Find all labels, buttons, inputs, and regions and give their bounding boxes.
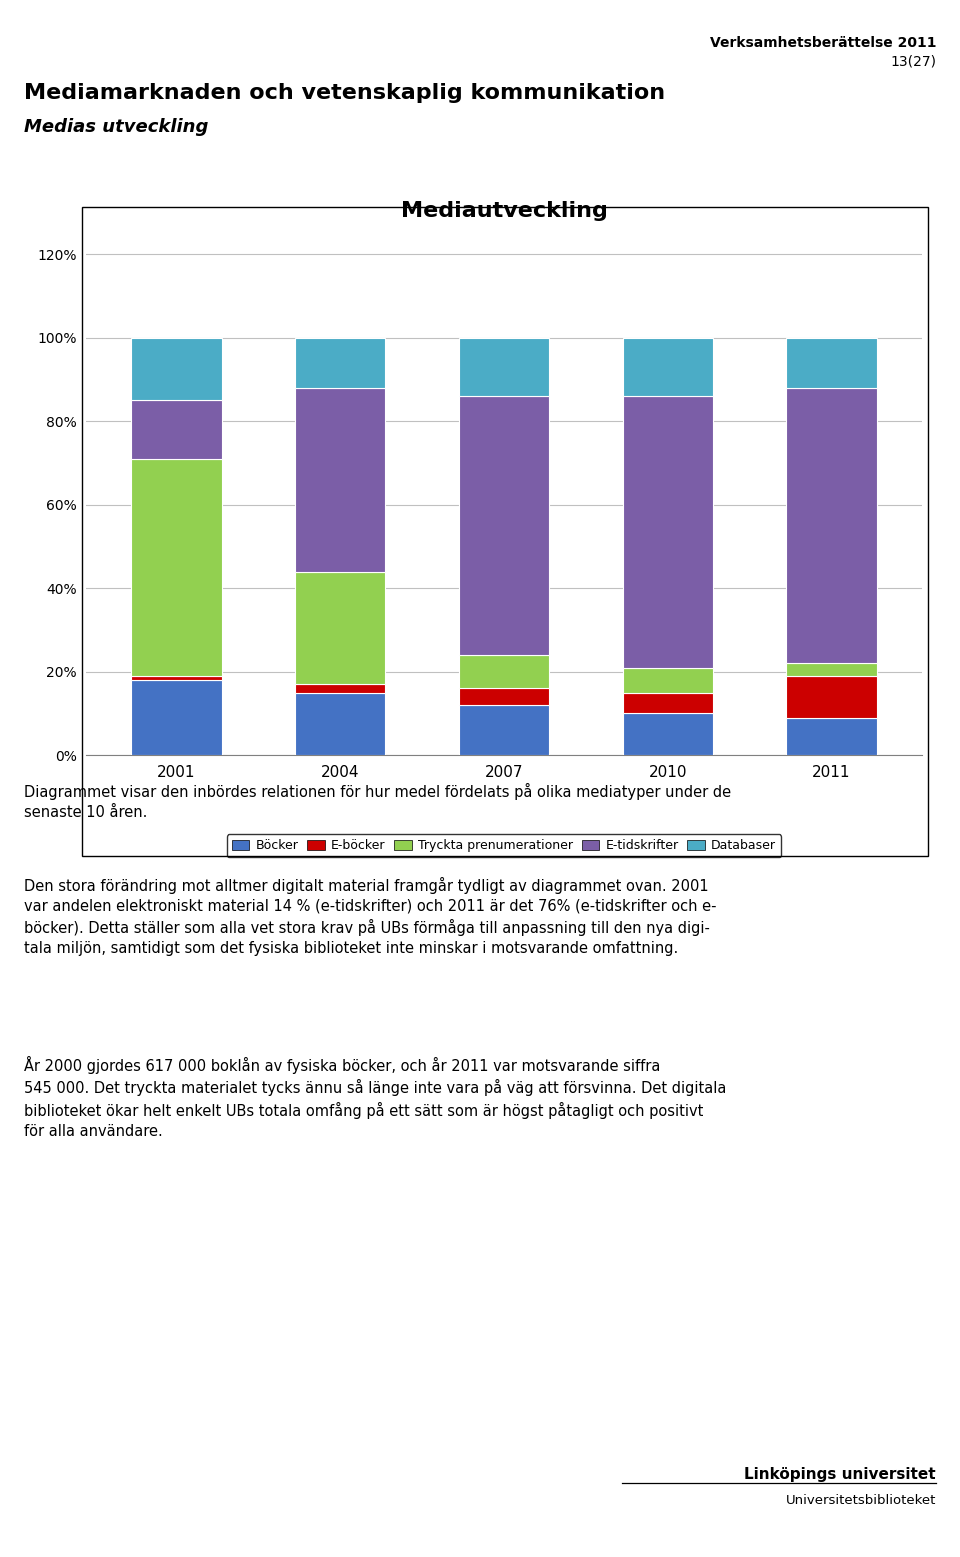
Bar (623, 693, 712, 713)
Bar (623, 397, 712, 668)
Bar (623, 338, 712, 397)
Legend: Böcker, E-böcker, Tryckta prenumerationer, E-tidskrifter, Databaser: Böcker, E-böcker, Tryckta prenumeratione… (227, 835, 781, 858)
Text: Mediamarknaden och vetenskaplig kommunikation: Mediamarknaden och vetenskaplig kommunik… (24, 83, 665, 103)
Text: Medias utveckling: Medias utveckling (24, 118, 208, 137)
Bar (296, 693, 385, 755)
Bar (786, 663, 876, 676)
Bar (132, 680, 222, 755)
Bar (132, 459, 222, 676)
Bar (459, 655, 549, 688)
Bar (623, 668, 712, 693)
Bar (132, 400, 222, 459)
Bar (459, 705, 549, 755)
Text: Diagrammet visar den inbördes relationen för hur medel fördelats på olika mediat: Diagrammet visar den inbördes relationen… (24, 783, 732, 821)
Bar (623, 713, 712, 755)
Bar (459, 338, 549, 397)
Bar (132, 338, 222, 400)
Bar (296, 571, 385, 684)
Bar (296, 338, 385, 388)
Text: Verksamhetsberättelse 2011: Verksamhetsberättelse 2011 (709, 36, 936, 50)
Bar (459, 397, 549, 655)
Bar (296, 388, 385, 571)
Bar (786, 388, 876, 663)
Bar (132, 676, 222, 680)
Text: 13(27): 13(27) (890, 54, 936, 69)
Text: Den stora förändring mot alltmer digitalt material framgår tydligt av diagrammet: Den stora förändring mot alltmer digital… (24, 877, 716, 956)
Bar (459, 688, 549, 705)
Bar (296, 684, 385, 693)
Text: Linköpings universitet: Linköpings universitet (744, 1467, 936, 1482)
Bar (786, 676, 876, 718)
Title: Mediautveckling: Mediautveckling (400, 201, 608, 221)
Text: År 2000 gjordes 617 000 boklån av fysiska böcker, och år 2011 var motsvarande si: År 2000 gjordes 617 000 boklån av fysisk… (24, 1056, 727, 1138)
Text: Universitetsbiblioteket: Universitetsbiblioteket (785, 1495, 936, 1507)
Bar (786, 718, 876, 755)
Bar (786, 338, 876, 388)
